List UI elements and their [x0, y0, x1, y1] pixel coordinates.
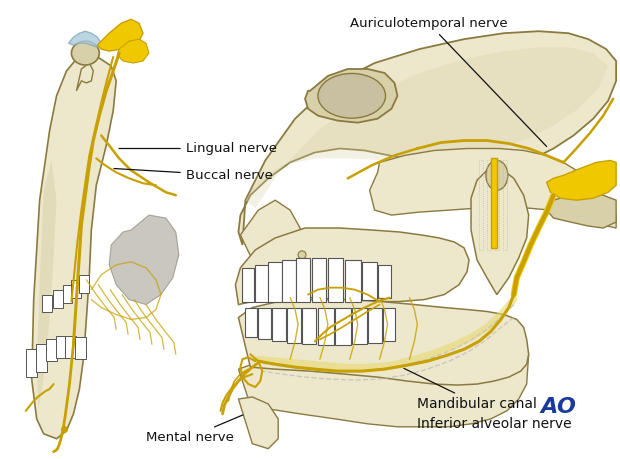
Polygon shape [76, 63, 94, 91]
Polygon shape [239, 31, 616, 245]
Polygon shape [117, 39, 149, 63]
Polygon shape [345, 260, 361, 302]
Ellipse shape [318, 73, 386, 118]
Polygon shape [42, 295, 51, 313]
Polygon shape [259, 308, 271, 339]
Polygon shape [246, 47, 608, 208]
Polygon shape [239, 300, 529, 385]
Text: A: A [541, 397, 558, 417]
Polygon shape [36, 344, 46, 372]
Polygon shape [268, 262, 282, 302]
Text: O: O [557, 397, 575, 417]
Polygon shape [76, 337, 86, 359]
Polygon shape [383, 308, 396, 341]
Polygon shape [361, 262, 376, 300]
Polygon shape [242, 268, 254, 302]
Polygon shape [282, 260, 296, 302]
Polygon shape [335, 308, 351, 345]
Polygon shape [305, 69, 397, 123]
Polygon shape [246, 308, 257, 337]
Polygon shape [97, 19, 143, 51]
Polygon shape [312, 258, 326, 302]
Polygon shape [547, 161, 616, 200]
Polygon shape [352, 308, 366, 344]
Polygon shape [547, 192, 616, 228]
Polygon shape [79, 275, 89, 293]
Polygon shape [56, 336, 66, 358]
Polygon shape [241, 200, 300, 270]
Polygon shape [71, 280, 81, 297]
Polygon shape [491, 158, 497, 248]
Ellipse shape [486, 161, 508, 190]
Polygon shape [471, 168, 529, 295]
Ellipse shape [298, 251, 306, 259]
Text: Inferior alveolar nerve: Inferior alveolar nerve [417, 417, 572, 431]
Polygon shape [378, 265, 391, 297]
Polygon shape [287, 308, 301, 343]
Text: Mental nerve: Mental nerve [146, 415, 243, 444]
Polygon shape [37, 161, 56, 409]
Polygon shape [46, 339, 56, 361]
Polygon shape [239, 354, 529, 427]
Text: Auriculotemporal nerve: Auriculotemporal nerve [350, 17, 547, 146]
Text: Buccal nerve: Buccal nerve [114, 168, 273, 182]
Polygon shape [302, 308, 316, 344]
Polygon shape [272, 308, 286, 341]
Ellipse shape [71, 41, 99, 65]
Polygon shape [66, 336, 76, 358]
Polygon shape [53, 290, 63, 308]
Polygon shape [109, 215, 179, 304]
Polygon shape [68, 31, 101, 47]
Polygon shape [32, 53, 116, 439]
Polygon shape [370, 149, 616, 228]
Polygon shape [296, 258, 310, 302]
Polygon shape [368, 308, 381, 343]
Polygon shape [63, 285, 73, 302]
Polygon shape [26, 349, 37, 377]
Polygon shape [328, 258, 343, 302]
Polygon shape [239, 397, 278, 448]
Polygon shape [318, 308, 334, 345]
Text: Mandibular canal: Mandibular canal [404, 369, 537, 411]
Polygon shape [236, 228, 469, 304]
Polygon shape [255, 265, 268, 302]
Text: Lingual nerve: Lingual nerve [119, 142, 277, 155]
